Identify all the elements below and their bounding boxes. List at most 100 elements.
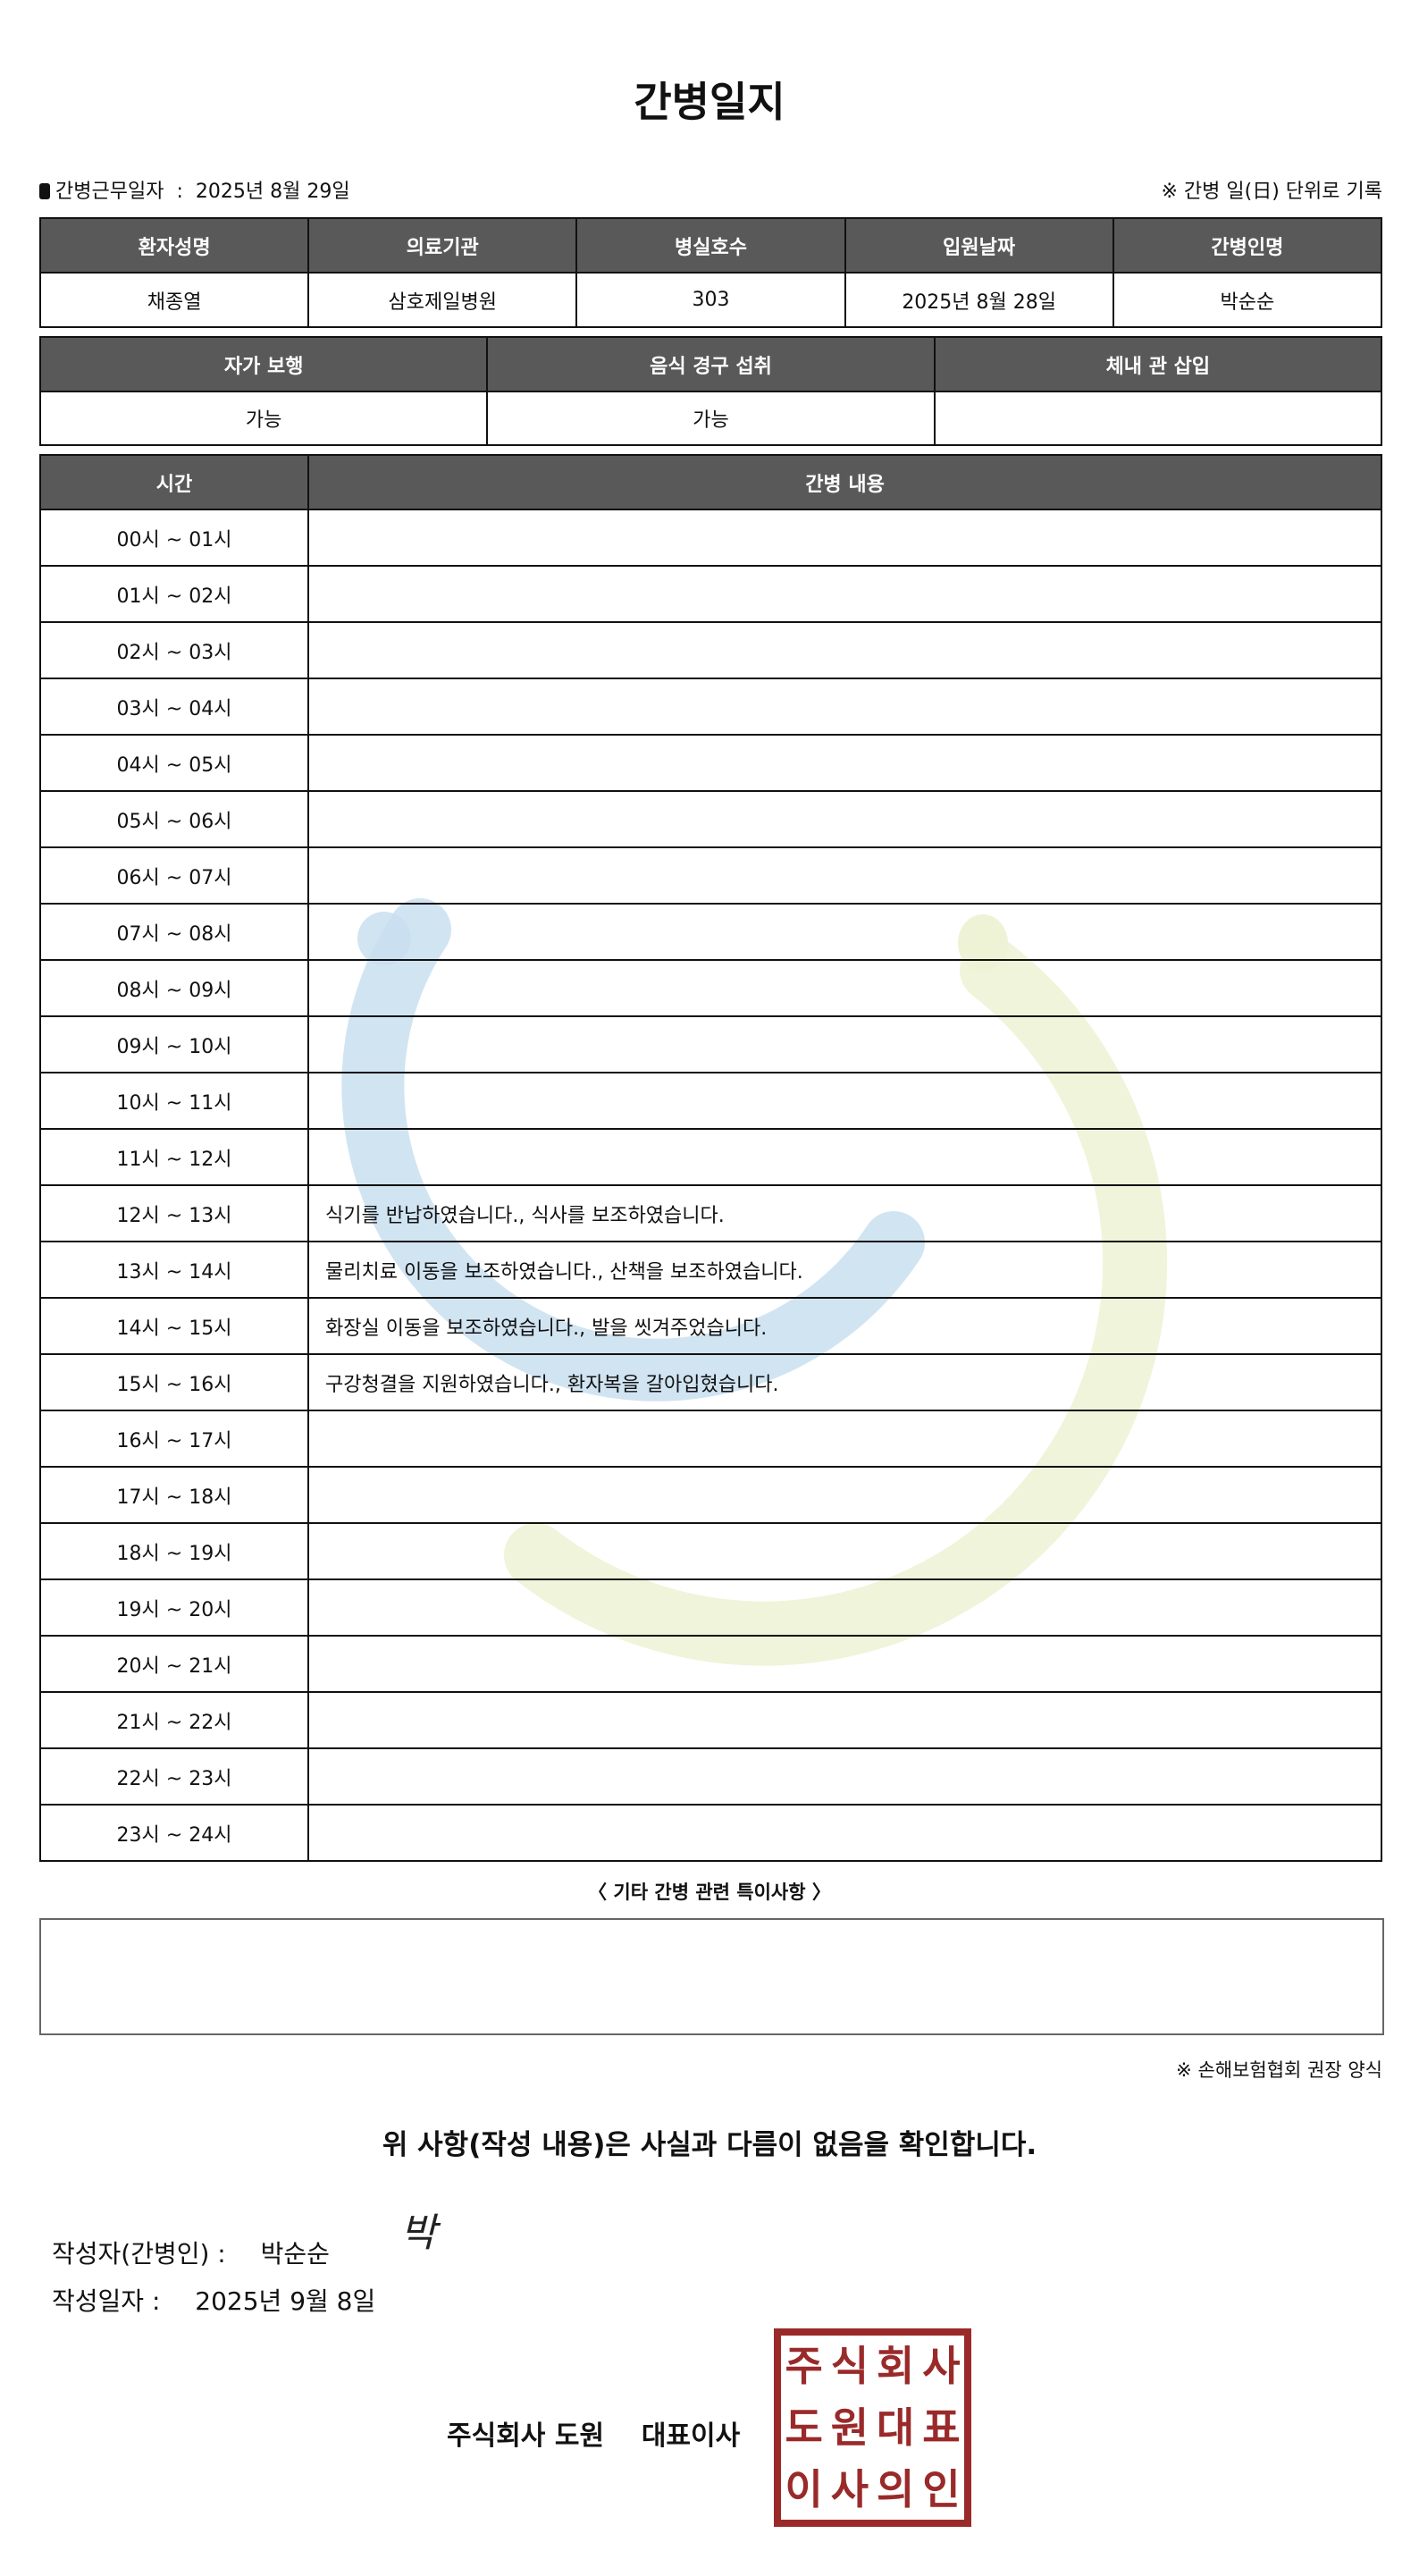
time-cell: 18시 ~ 19시 <box>39 1522 309 1580</box>
cell-value[interactable] <box>933 391 1383 446</box>
care-content-cell[interactable] <box>307 1804 1382 1862</box>
care-content-cell[interactable] <box>307 1015 1382 1073</box>
seal-char: 도 <box>785 2403 823 2452</box>
time-cell: 02시 ~ 03시 <box>39 621 309 679</box>
writer-name: 박순순 <box>260 2239 330 2269</box>
time-cell: 19시 ~ 20시 <box>39 1578 309 1637</box>
page-title: 간병일지 <box>634 78 785 126</box>
cell-value[interactable]: 가능 <box>38 391 489 446</box>
table-row: 23시 ~ 24시 <box>39 1804 1382 1862</box>
separator: : <box>176 181 183 203</box>
table-row: 01시 ~ 02시 <box>39 565 1382 623</box>
cell-value[interactable]: 가능 <box>486 391 936 446</box>
table-row: 17시 ~ 18시 <box>39 1466 1382 1524</box>
time-cell: 12시 ~ 13시 <box>39 1184 309 1242</box>
care-content-cell[interactable] <box>307 1747 1382 1806</box>
care-content-cell[interactable] <box>307 678 1382 736</box>
bullet-icon <box>39 183 50 199</box>
care-content-cell[interactable] <box>307 959 1382 1017</box>
column-header: 병실호수 <box>575 217 846 274</box>
cell-value[interactable]: 채종열 <box>38 272 310 328</box>
cell-value[interactable]: 303 <box>575 272 846 328</box>
seal-char: 주 <box>785 2342 823 2391</box>
care-content-cell[interactable] <box>307 846 1382 905</box>
table-row: 03시 ~ 04시 <box>39 678 1382 736</box>
table-row: 10시 ~ 11시 <box>39 1072 1382 1130</box>
seal-char: 원 <box>830 2403 869 2452</box>
table-row: 06시 ~ 07시 <box>39 846 1382 905</box>
content-header: 간병 내용 <box>307 454 1382 510</box>
care-content-cell[interactable] <box>307 903 1382 961</box>
time-cell: 04시 ~ 05시 <box>39 734 309 792</box>
seal-char: 인 <box>922 2464 961 2513</box>
seal-char: 사 <box>830 2464 869 2513</box>
written-date-label: 작성일자 : <box>52 2286 161 2316</box>
time-header: 시간 <box>39 454 309 510</box>
seal-char: 이 <box>785 2464 823 2513</box>
cell-value[interactable]: 박순순 <box>1112 272 1383 328</box>
time-cell: 13시 ~ 14시 <box>39 1241 309 1299</box>
column-header: 체내 관 삽입 <box>933 336 1383 392</box>
time-cell: 01시 ~ 02시 <box>39 565 309 623</box>
care-content-cell[interactable] <box>307 1691 1382 1749</box>
time-cell: 06시 ~ 07시 <box>39 846 309 905</box>
care-content-cell[interactable]: 물리치료 이동을 보조하였습니다., 산책을 보조하였습니다. <box>307 1241 1382 1299</box>
care-content-cell[interactable] <box>307 734 1382 792</box>
care-content-cell[interactable] <box>307 1466 1382 1524</box>
time-cell: 05시 ~ 06시 <box>39 790 309 848</box>
care-date-label: 간병근무일자 <box>55 181 164 203</box>
writer-line: 작성자(간병인) : 박순순 박 <box>52 2210 436 2274</box>
time-cell: 22시 ~ 23시 <box>39 1747 309 1806</box>
table-row: 11시 ~ 12시 <box>39 1128 1382 1186</box>
table-row: 14시 ~ 15시 화장실 이동을 보조하였습니다., 발을 씻겨주었습니다. <box>39 1297 1382 1355</box>
time-cell: 00시 ~ 01시 <box>39 509 309 567</box>
care-content-cell[interactable] <box>307 565 1382 623</box>
confirmation-statement: 위 사항(작성 내용)은 사실과 다름이 없음을 확인합니다. <box>382 2129 1037 2161</box>
cell-value[interactable]: 삼호제일병원 <box>307 272 578 328</box>
seal-char: 표 <box>922 2403 961 2452</box>
time-cell: 14시 ~ 15시 <box>39 1297 309 1355</box>
etc-notes-box[interactable] <box>39 1918 1384 2035</box>
time-cell: 07시 ~ 08시 <box>39 903 309 961</box>
table-row: 15시 ~ 16시 구강청결을 지원하였습니다., 환자복을 갈아입혔습니다. <box>39 1353 1382 1411</box>
care-content-cell[interactable]: 화장실 이동을 보조하였습니다., 발을 씻겨주었습니다. <box>307 1297 1382 1355</box>
time-cell: 03시 ~ 04시 <box>39 678 309 736</box>
care-log-table: 시간 간병 내용 00시 ~ 01시 01시 ~ 02시 02시 ~ 03시 03시 ~… <box>39 454 1382 1862</box>
time-cell: 17시 ~ 18시 <box>39 1466 309 1524</box>
table-row: 21시 ~ 22시 <box>39 1691 1382 1749</box>
time-cell: 20시 ~ 21시 <box>39 1635 309 1693</box>
company-signature: 주식회사 도원 대표이사 <box>447 2420 741 2452</box>
patient-status-table: 자가 보행 음식 경구 섭취 체내 관 삽입 가능 가능 <box>38 336 1383 446</box>
care-content-cell[interactable] <box>307 509 1382 567</box>
table-row: 22시 ~ 23시 <box>39 1747 1382 1806</box>
care-content-cell[interactable]: 식기를 반납하였습니다., 식사를 보조하였습니다. <box>307 1184 1382 1242</box>
care-date-value: 2025년 8월 29일 <box>195 181 350 203</box>
care-content-cell[interactable] <box>307 1072 1382 1130</box>
time-cell: 16시 ~ 17시 <box>39 1410 309 1468</box>
care-content-cell[interactable] <box>307 1522 1382 1580</box>
cell-value[interactable]: 2025년 8월 28일 <box>844 272 1114 328</box>
seal-char: 대 <box>876 2403 915 2452</box>
care-content-cell[interactable] <box>307 790 1382 848</box>
column-header: 음식 경구 섭취 <box>486 336 936 392</box>
care-content-cell[interactable] <box>307 621 1382 679</box>
seal-char: 회 <box>876 2342 915 2391</box>
table-row: 18시 ~ 19시 <box>39 1522 1382 1580</box>
care-content-cell[interactable] <box>307 1578 1382 1637</box>
seal-char: 식 <box>830 2342 869 2391</box>
patient-info-table: 환자성명 의료기관 병실호수 입원날짜 간병인명 채종열 삼호제일병원 303 2025년 8월… <box>38 217 1383 328</box>
care-content-cell[interactable]: 구강청결을 지원하였습니다., 환자복을 갈아입혔습니다. <box>307 1353 1382 1411</box>
association-note: ※ 손해보험협회 권장 양식 <box>1176 2059 1382 2081</box>
table-row: 13시 ~ 14시 물리치료 이동을 보조하였습니다., 산책을 보조하였습니다. <box>39 1241 1382 1299</box>
seal-char: 사 <box>922 2342 961 2391</box>
table-row: 16시 ~ 17시 <box>39 1410 1382 1468</box>
care-content-cell[interactable] <box>307 1635 1382 1693</box>
etc-label: 〈 기타 간병 관련 특이사항 〉 <box>588 1881 831 1903</box>
writer-label: 작성자(간병인) : <box>52 2239 226 2269</box>
care-date-info: 간병근무일자 : 2025년 8월 29일 <box>39 175 350 204</box>
care-content-cell[interactable] <box>307 1128 1382 1186</box>
care-content-cell[interactable] <box>307 1410 1382 1468</box>
time-cell: 23시 ~ 24시 <box>39 1804 309 1862</box>
table-row: 00시 ~ 01시 <box>39 509 1382 567</box>
